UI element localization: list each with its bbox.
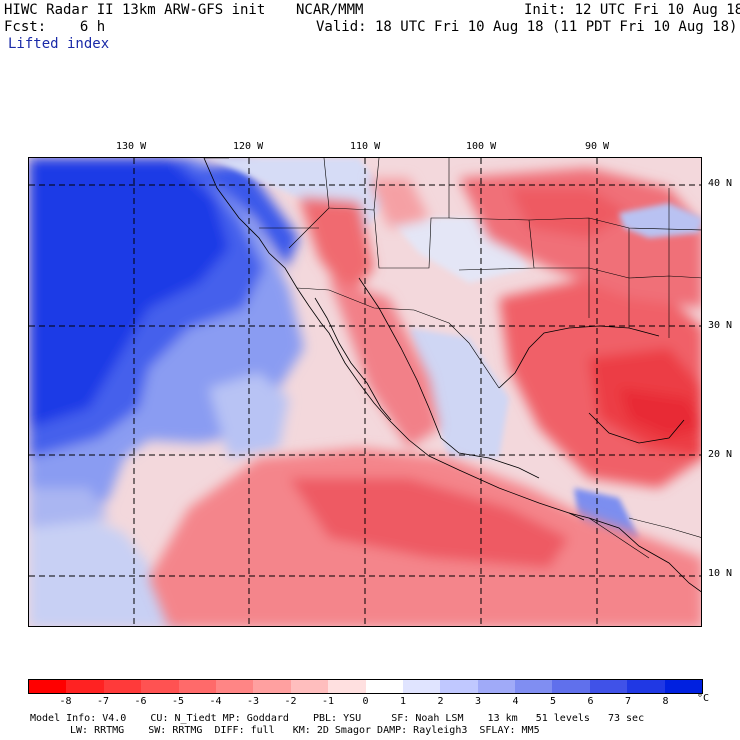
valid-time: Valid: 18 UTC Fri 10 Aug 18 (11 PDT Fri … xyxy=(316,19,738,35)
model-info-line2: LW: RRTMG SW: RRTMG DIFF: full KM: 2D Sm… xyxy=(70,725,540,736)
legend-tick-label: -1 xyxy=(321,696,335,707)
lat-label-40n: 40 N xyxy=(708,178,733,189)
legend-tick-label: 6 xyxy=(587,696,594,707)
legend-tick-label: 4 xyxy=(512,696,519,707)
unstable-region xyxy=(149,168,701,626)
lat-label-10n: 10 N xyxy=(708,568,733,579)
legend-swatch xyxy=(365,680,403,693)
legend-swatch xyxy=(589,680,628,693)
legend-swatch xyxy=(141,680,179,693)
coastlines xyxy=(203,158,701,593)
legend-swatch xyxy=(515,680,553,693)
stable-ocean-region xyxy=(29,158,304,626)
color-legend xyxy=(28,679,703,694)
lon-label-130w: 130 W xyxy=(116,141,147,152)
legend-swatch xyxy=(290,680,329,693)
field-name: Lifted index xyxy=(8,36,110,52)
legend-swatch xyxy=(29,680,67,693)
legend-tick-label: 0 xyxy=(362,696,369,707)
legend-tick-label: 7 xyxy=(624,696,632,707)
legend-tick-label: -7 xyxy=(96,696,110,707)
map-canvas xyxy=(29,158,701,626)
graticule xyxy=(29,158,701,626)
legend-swatch xyxy=(402,680,441,693)
legend-swatch xyxy=(664,680,703,693)
legend-swatch xyxy=(627,680,665,693)
legend-tick-label: -5 xyxy=(171,696,185,707)
institution-label: NCAR/MMM xyxy=(296,2,364,18)
legend-swatch xyxy=(552,680,590,693)
lifted-index-map xyxy=(28,157,702,627)
legend-tick-label: 3 xyxy=(474,696,482,707)
legend-tick-label: -4 xyxy=(209,696,222,707)
legend-unit: °C xyxy=(697,693,710,704)
legend-swatch xyxy=(253,680,291,693)
legend-swatch xyxy=(178,680,216,693)
legend-tick-label: -3 xyxy=(246,696,260,707)
legend-swatch xyxy=(103,680,142,693)
model-info-line1: Model Info: V4.0 CU: N_Tiedt MP: Goddard… xyxy=(30,713,645,724)
legend-tick-label: -6 xyxy=(134,696,147,707)
lon-label-100w: 100 W xyxy=(466,141,497,152)
legend-tick-label: 1 xyxy=(399,696,407,707)
legend-tick-label: -2 xyxy=(284,696,297,707)
forecast-hour: Fcst: 6 h xyxy=(4,19,106,35)
legend-swatch xyxy=(477,680,516,693)
political-borders xyxy=(204,158,701,559)
lon-label-90w: 90 W xyxy=(585,141,610,152)
init-time: Init: 12 UTC Fri 10 Aug 18 xyxy=(524,2,740,18)
legend-swatch xyxy=(215,680,254,693)
lat-label-20n: 20 N xyxy=(708,449,733,460)
legend-swatch xyxy=(328,680,366,693)
legend-tick-label: 5 xyxy=(549,696,557,707)
legend-swatch xyxy=(440,680,478,693)
legend-tick-label: -8 xyxy=(59,696,72,707)
lat-label-30n: 30 N xyxy=(708,320,733,331)
lon-label-120w: 120 W xyxy=(233,141,264,152)
legend-swatch xyxy=(66,680,104,693)
legend-tick-label: 2 xyxy=(437,696,444,707)
legend-tick-label: 8 xyxy=(662,696,669,707)
lon-label-110w: 110 W xyxy=(350,141,381,152)
model-title: HIWC Radar II 13km ARW-GFS init xyxy=(4,2,266,18)
